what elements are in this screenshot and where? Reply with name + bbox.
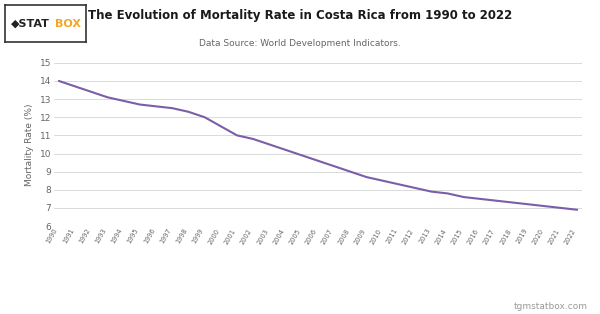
- Y-axis label: Mortality Rate (%): Mortality Rate (%): [25, 103, 34, 186]
- Text: The Evolution of Mortality Rate in Costa Rica from 1990 to 2022: The Evolution of Mortality Rate in Costa…: [88, 9, 512, 22]
- Text: ◆STAT: ◆STAT: [11, 19, 50, 29]
- Text: tgmstatbox.com: tgmstatbox.com: [514, 302, 588, 311]
- Text: BOX: BOX: [55, 19, 81, 29]
- Text: Data Source: World Development Indicators.: Data Source: World Development Indicator…: [199, 39, 401, 48]
